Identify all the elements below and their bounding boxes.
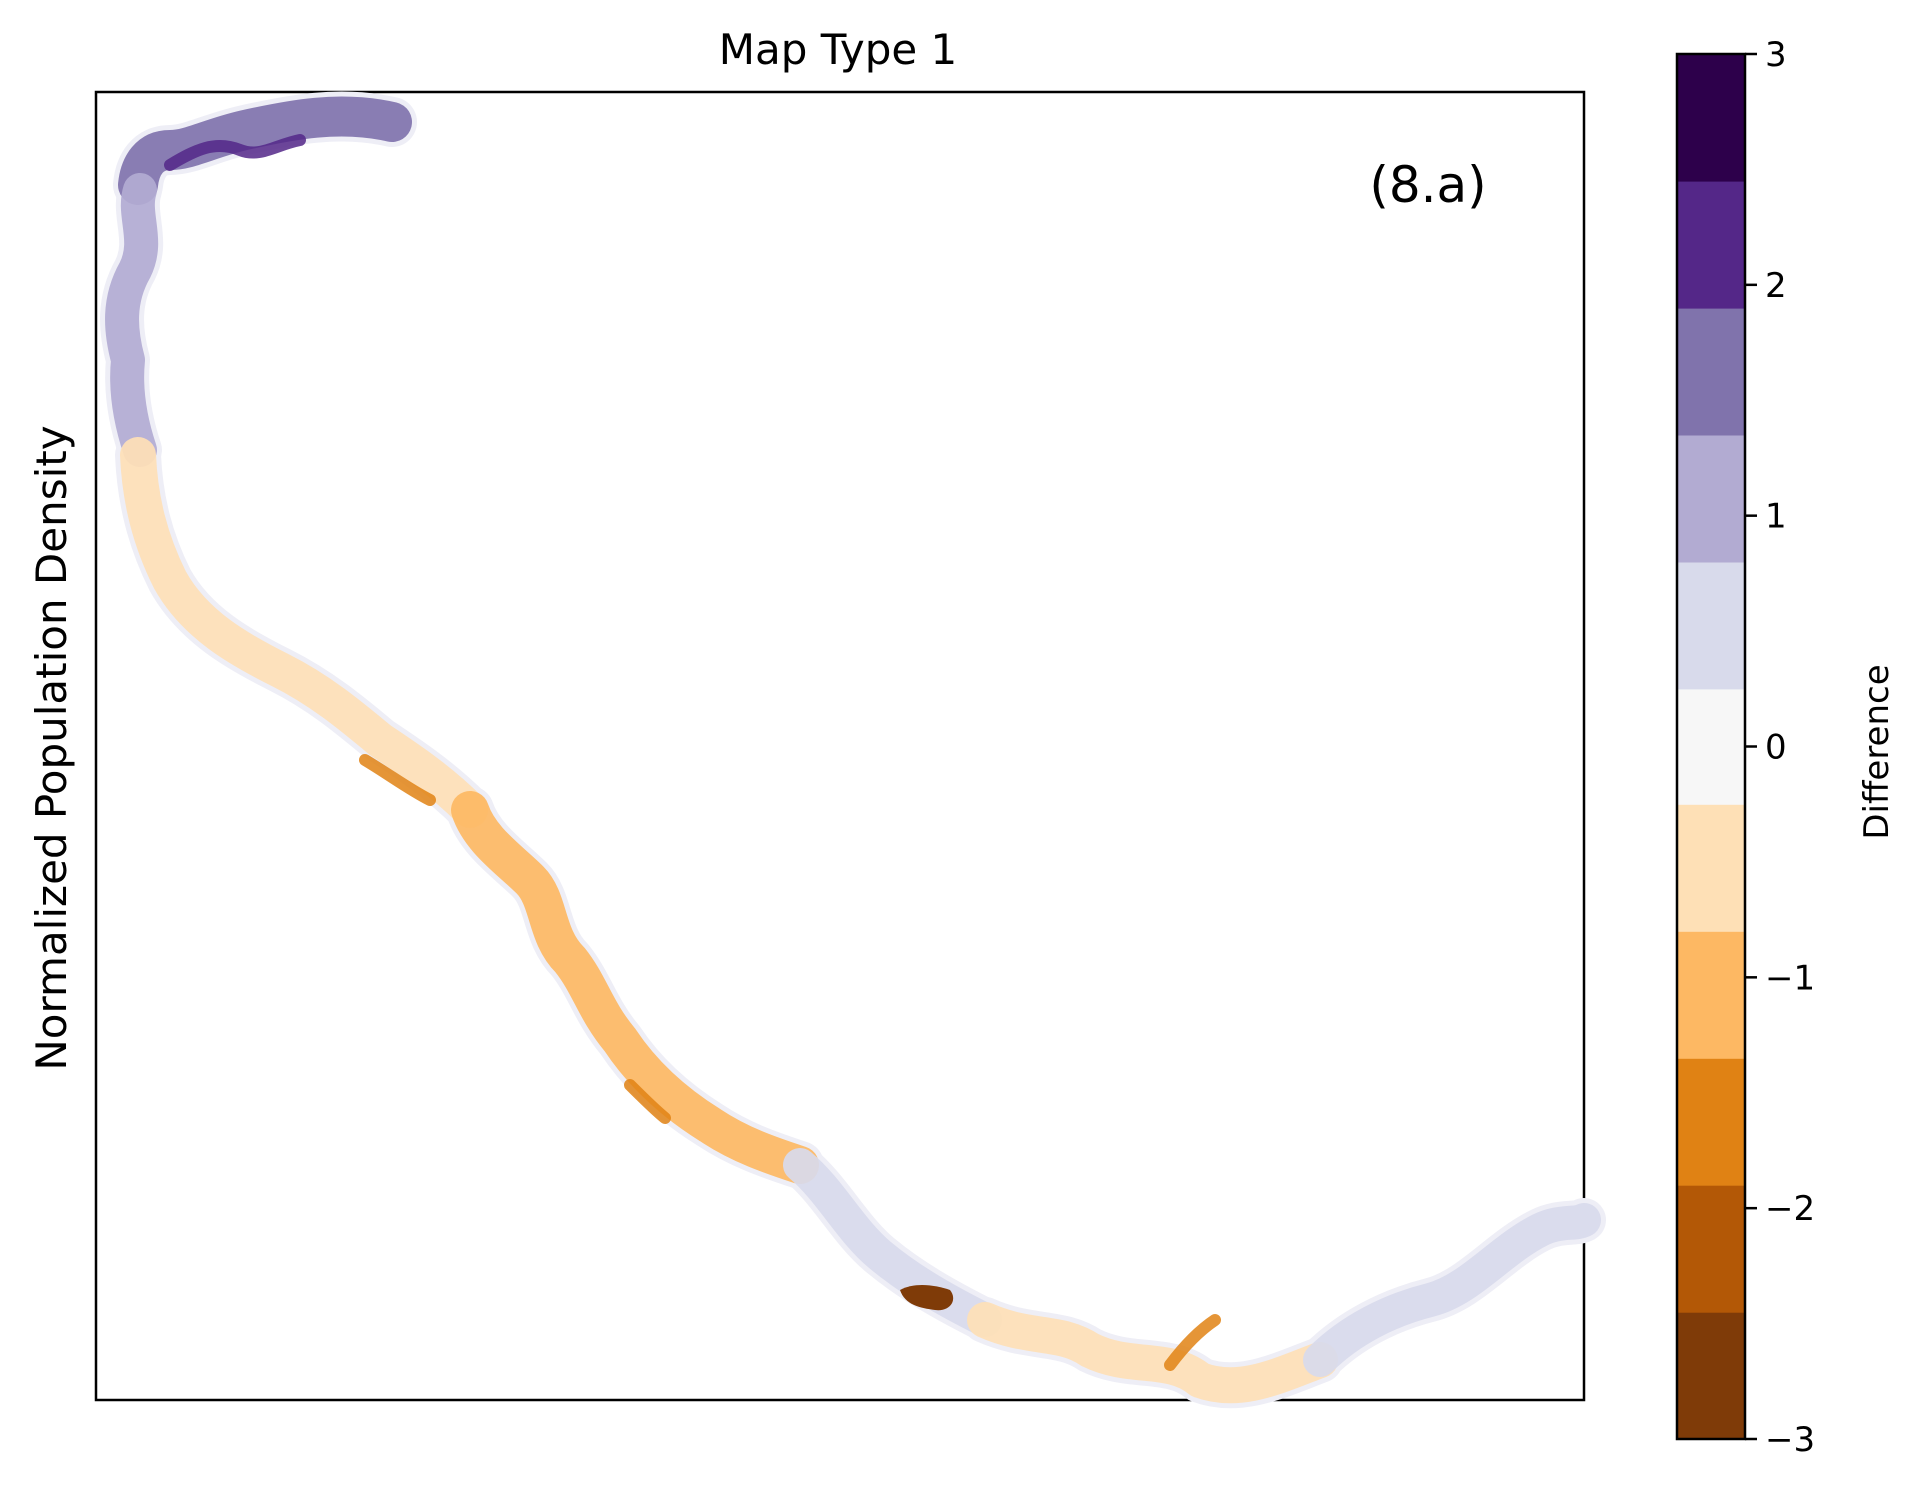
colorbar-bin (1677, 1312, 1745, 1440)
river-segment-west-bend (105, 173, 159, 467)
colorbar: 3 2 1 0 −1 −2 −3 Difference (1675, 35, 1897, 1460)
river-segment-middle-stretch (451, 791, 819, 1184)
colorbar-tick-label: −3 (1765, 1420, 1815, 1460)
colorbar-bin (1677, 1058, 1745, 1186)
colorbar-bin (1677, 181, 1745, 309)
river-hotspot (900, 1285, 954, 1311)
map-panel: (8.a) (94, 90, 1606, 1409)
colorbar-bin (1677, 54, 1745, 182)
colorbar-bin (1677, 561, 1745, 690)
river-detail-upper-arc (164, 134, 306, 171)
colorbar-bin (1677, 434, 1745, 563)
colorbar-ticks: 3 2 1 0 −1 −2 −3 (1745, 35, 1815, 1460)
river-corridor (100, 91, 1606, 1409)
colorbar-tick-label: −2 (1765, 1189, 1815, 1229)
river-segment-upper-arc (118, 96, 412, 205)
chart-title: Map Type 1 (719, 25, 958, 74)
colorbar-tick-label: 2 (1765, 266, 1787, 306)
colorbar-label: Difference (1857, 664, 1897, 839)
colorbar-tick-label: −1 (1765, 958, 1815, 998)
river-segment-southern-loop (967, 1302, 1338, 1404)
colorbar-tick-label: 1 (1765, 497, 1787, 537)
river-detail-middle-stretch (624, 1079, 671, 1124)
river-segment-eastern-reach (1303, 1203, 1601, 1377)
colorbar-bin (1677, 1185, 1745, 1313)
colorbar-tick-label: 3 (1765, 35, 1787, 75)
river-detail-lower-stretch (1164, 1314, 1221, 1371)
colorbar-bins (1677, 54, 1745, 1440)
colorbar-tick-label: 0 (1765, 728, 1787, 768)
y-axis-label: Normalized Population Density (27, 425, 76, 1070)
colorbar-bin (1677, 804, 1745, 932)
colorbar-bin (1677, 931, 1745, 1059)
river-detail-middle-stretch (359, 754, 436, 806)
colorbar-bin (1677, 688, 1745, 805)
river-segment-descending-stretch (120, 437, 488, 828)
colorbar-bin (1677, 307, 1745, 436)
panel-label: (8.a) (1369, 156, 1486, 214)
